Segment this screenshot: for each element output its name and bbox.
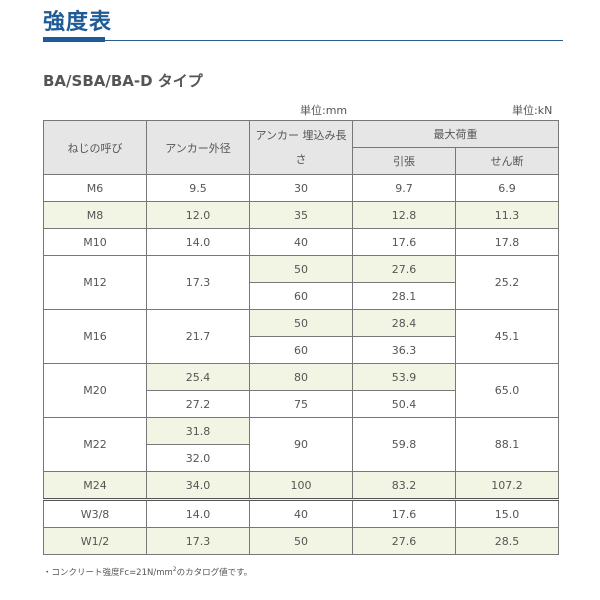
table-cell: 53.9 <box>352 363 456 391</box>
table-cell: 30 <box>249 174 353 202</box>
table-cell: 17.3 <box>146 255 250 310</box>
table-cell: M8 <box>43 201 147 229</box>
table-cell: M20 <box>43 363 147 418</box>
table-cell: 90 <box>249 417 353 472</box>
table-cell: M12 <box>43 255 147 310</box>
header-diameter: アンカー外径 <box>146 120 250 175</box>
header-name: ねじの呼び <box>43 120 147 175</box>
title-accent-bar <box>43 37 105 42</box>
page-title: 強度表 <box>43 10 113 35</box>
table-cell: 50 <box>249 527 353 555</box>
table-cell: 59.8 <box>352 417 456 472</box>
table-cell: 36.3 <box>352 336 456 364</box>
section-subtitle: BA/SBA/BA-D タイプ <box>43 72 203 90</box>
table-cell: 107.2 <box>455 471 559 501</box>
table-cell: 50 <box>249 255 353 283</box>
header-embed: アンカー 埋込み長さ <box>249 120 353 175</box>
table-cell: W3/8 <box>43 499 147 528</box>
table-cell: 100 <box>249 471 353 501</box>
table-cell: 11.3 <box>455 201 559 229</box>
footnote-text: ・コンクリート強度Fc=21N/mm <box>43 568 173 578</box>
table-cell: M22 <box>43 417 147 472</box>
table-body: M6 9.5 30 9.7 6.9 M8 12.0 35 12.8 11.3 M10 14.0 40 17… <box>43 174 559 555</box>
footnote-text-end: のカタログ値です。 <box>176 568 253 578</box>
table-cell: 12.8 <box>352 201 456 229</box>
table-cell: 27.6 <box>352 255 456 283</box>
table-cell: M16 <box>43 309 147 364</box>
table-cell: 83.2 <box>352 471 456 501</box>
unit-label-kn: 単位:kN <box>512 104 553 117</box>
table-row: W3/8 14.0 40 17.6 15.0 <box>43 499 559 528</box>
table-cell: 60 <box>249 336 353 364</box>
table-row: 32.0 <box>44 444 559 472</box>
table-cell: 6.9 <box>455 174 559 202</box>
table-row: M24 34.0 100 83.2 107.2 <box>43 471 559 501</box>
table-cell: 25.4 <box>146 363 250 391</box>
table-cell: 75 <box>249 390 353 418</box>
table-cell: 32.0 <box>146 444 250 472</box>
strength-table: ねじの呼び アンカー外径 アンカー 埋込み長さ 最大荷重 引張 せん断 M6 9.… <box>43 120 559 555</box>
table-cell: 88.1 <box>455 417 559 472</box>
header-shear: せん断 <box>455 147 559 175</box>
table-row: M16 21.7 50 28.4 45.1 <box>43 309 559 364</box>
table-cell: M6 <box>43 174 147 202</box>
table-row: W1/2 17.3 50 27.6 28.5 <box>43 527 559 555</box>
table-cell: M24 <box>43 471 147 501</box>
table-cell: 14.0 <box>146 228 250 256</box>
table-cell: 60 <box>249 282 353 310</box>
table-cell: 45.1 <box>455 309 559 364</box>
table-cell: 25.2 <box>455 255 559 310</box>
table-cell: 27.6 <box>352 527 456 555</box>
table-cell: 28.4 <box>352 309 456 337</box>
table-cell: 9.7 <box>352 174 456 202</box>
unit-label-mm: 単位:mm <box>300 104 348 117</box>
table-cell: 17.8 <box>455 228 559 256</box>
table-cell: 65.0 <box>455 363 559 418</box>
table-row: M10 14.0 40 17.6 17.8 <box>43 228 559 256</box>
table-row: 60 28.1 <box>44 282 559 310</box>
table-cell: 17.3 <box>146 527 250 555</box>
table-cell: 34.0 <box>146 471 250 501</box>
footnote: ・コンクリート強度Fc=21N/mm2のカタログ値です。 <box>43 566 252 578</box>
table-cell: 9.5 <box>146 174 250 202</box>
table-cell: 50.4 <box>352 390 456 418</box>
table-row: M6 9.5 30 9.7 6.9 <box>43 174 559 202</box>
table-cell: W1/2 <box>43 527 147 555</box>
table-cell: 40 <box>249 499 353 528</box>
table-cell: 31.8 <box>146 417 250 445</box>
table-cell: M10 <box>43 228 147 256</box>
table-cell: 21.7 <box>146 309 250 364</box>
table-cell: 80 <box>249 363 353 391</box>
table-cell: 12.0 <box>146 201 250 229</box>
table-cell: 14.0 <box>146 499 250 528</box>
table-row: M12 17.3 50 27.6 25.2 <box>43 255 559 310</box>
footnote-superscript: 2 <box>172 566 177 574</box>
title-divider <box>43 40 563 41</box>
table-cell: 35 <box>249 201 353 229</box>
table-cell: 27.2 <box>146 390 250 418</box>
table-row: M22 31.8 90 59.8 88.1 <box>43 417 559 472</box>
table-cell: 17.6 <box>352 499 456 528</box>
table-row: M20 25.4 80 53.9 65.0 <box>43 363 559 418</box>
table-cell: 28.1 <box>352 282 456 310</box>
header-tensile: 引張 <box>352 147 456 175</box>
table-cell: 28.5 <box>455 527 559 555</box>
table-cell: 17.6 <box>352 228 456 256</box>
table-row: M8 12.0 35 12.8 11.3 <box>43 201 559 229</box>
table-cell: 40 <box>249 228 353 256</box>
header-max-load: 最大荷重 <box>352 120 559 148</box>
table-cell: 50 <box>249 309 353 337</box>
table-cell: 15.0 <box>455 499 559 528</box>
table-row: 27.2 75 50.4 <box>44 390 559 418</box>
